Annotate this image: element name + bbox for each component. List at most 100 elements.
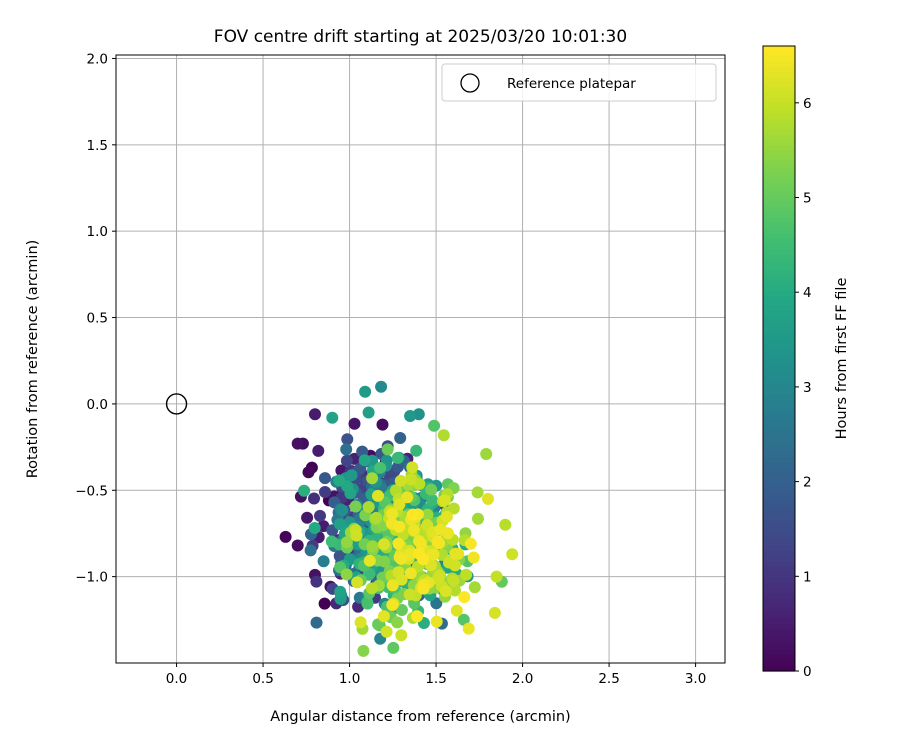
- scatter-point: [480, 448, 493, 460]
- colorbar: 0 1 2 3 4 5 6 Hours from first FF file: [762, 45, 850, 680]
- colorbar-segment: [763, 514, 795, 521]
- colorbar-segment: [763, 530, 795, 537]
- colorbar-segment: [763, 415, 795, 422]
- scatter-point: [336, 504, 349, 517]
- legend: Reference platepar: [441, 63, 717, 102]
- scatter-point: [404, 567, 417, 580]
- colorbar-segment: [763, 171, 795, 177]
- scatter-point: [326, 411, 339, 424]
- colorbar-segment: [763, 566, 795, 573]
- legend-marker-reference: [460, 73, 480, 93]
- scatter-point: [431, 535, 444, 548]
- colorbar-segment: [763, 389, 795, 396]
- colorbar-segment: [763, 296, 795, 302]
- scatter-point: [358, 454, 371, 467]
- y-tick-label: 1.0: [87, 224, 108, 240]
- scatter-point: [404, 547, 417, 560]
- colorbar-segment: [763, 358, 795, 365]
- y-tick-label: 2.0: [87, 51, 108, 67]
- colorbar-segment: [763, 374, 795, 380]
- colorbar-segment: [763, 582, 795, 589]
- scatter-point: [442, 527, 454, 540]
- colorbar-frame: [762, 45, 796, 672]
- scatter-point: [314, 509, 326, 522]
- colorbar-segment: [763, 306, 795, 313]
- x-tick-label: 3.0: [685, 671, 706, 687]
- colorbar-segment: [763, 546, 795, 552]
- scatter-point: [341, 433, 354, 446]
- colorbar-segment: [763, 275, 795, 281]
- colorbar-segment: [763, 259, 795, 266]
- scatter-point: [340, 568, 353, 581]
- colorbar-segment: [763, 202, 795, 209]
- scatter-point: [312, 444, 325, 457]
- colorbar-segment: [763, 665, 795, 672]
- colorbar-segment: [763, 254, 795, 261]
- colorbar-segment: [763, 243, 795, 250]
- x-axis-label: Angular distance from reference (arcmin): [270, 709, 570, 725]
- scatter-point: [458, 591, 471, 604]
- scatter-point: [401, 491, 414, 504]
- scatter-point: [460, 568, 473, 581]
- scatter-point: [499, 518, 512, 531]
- y-tick-label: 0.0: [87, 397, 108, 413]
- y-axis-ticks: −1.0 −0.5 0.0 0.5 1.0 1.5 2.0: [75, 51, 116, 586]
- colorbar-segment: [763, 478, 795, 485]
- colorbar-segment: [763, 556, 795, 563]
- scatter-point: [403, 588, 416, 601]
- scatter-point: [381, 443, 394, 456]
- colorbar-segment: [763, 410, 795, 417]
- colorbar-segment: [763, 165, 795, 172]
- scatter-point: [430, 615, 443, 628]
- y-tick-label: −0.5: [75, 483, 108, 499]
- scatter-point: [440, 510, 453, 523]
- colorbar-segment: [763, 400, 795, 406]
- colorbar-segment: [763, 447, 795, 453]
- scatter-point: [340, 443, 353, 456]
- colorbar-segment: [763, 587, 795, 594]
- colorbar-segment: [763, 535, 795, 542]
- plot-frame: [115, 54, 726, 664]
- scatter-point: [394, 474, 407, 487]
- colorbar-segment: [763, 160, 795, 167]
- scatter-point: [310, 575, 323, 588]
- colorbar-segment: [763, 72, 795, 78]
- colorbar-segment: [763, 176, 795, 183]
- scatter-point: [462, 622, 475, 635]
- scatter-point: [386, 579, 399, 592]
- scatter-point: [308, 522, 321, 534]
- scatter-point: [340, 536, 353, 549]
- scatter-point: [340, 454, 353, 467]
- colorbar-segment: [763, 56, 795, 63]
- scatter-point: [291, 539, 304, 552]
- scatter-point: [405, 473, 418, 486]
- colorbar-segment: [763, 118, 795, 125]
- colorbar-segment: [763, 155, 795, 162]
- colorbar-segment: [763, 384, 795, 391]
- scatter-point: [393, 520, 406, 533]
- scatter-point: [435, 548, 448, 561]
- scatter-point: [351, 576, 364, 589]
- colorbar-segment: [763, 488, 795, 495]
- x-tick-label: 0.5: [252, 671, 273, 687]
- colorbar-segment: [763, 368, 795, 375]
- scatter-point: [417, 553, 430, 566]
- scatter-point: [410, 444, 423, 457]
- scatter-point: [449, 547, 462, 560]
- scatter-point: [417, 582, 430, 595]
- colorbar-segment: [763, 150, 795, 156]
- scatter-point: [437, 429, 450, 442]
- colorbar-segment: [763, 421, 795, 427]
- colorbar-segment: [763, 186, 795, 193]
- scatter-point: [308, 492, 320, 505]
- scatter-point: [506, 548, 519, 561]
- scatter-point: [365, 582, 378, 595]
- scatter-point: [377, 610, 390, 623]
- colorbar-segment: [763, 332, 795, 339]
- scatter-point: [471, 486, 484, 499]
- scatter-point: [457, 613, 470, 626]
- scatter-point: [350, 529, 363, 542]
- scatter-point: [298, 484, 311, 497]
- scatter-point: [467, 551, 480, 564]
- colorbar-segment: [763, 551, 795, 558]
